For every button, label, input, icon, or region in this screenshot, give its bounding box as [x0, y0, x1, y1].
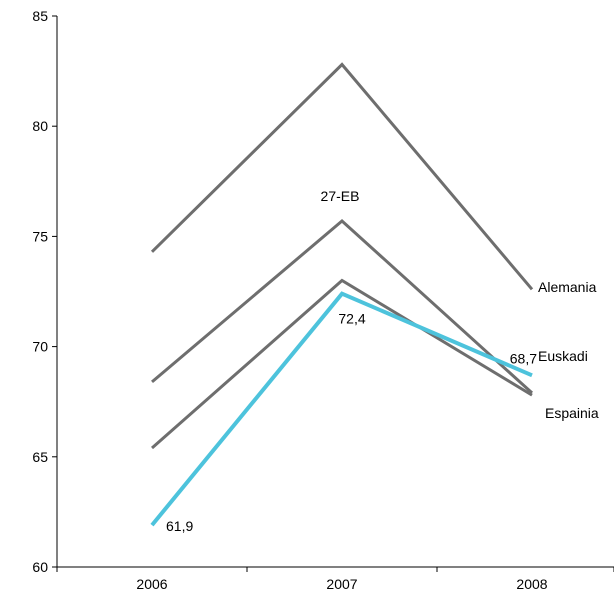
series-line-alemania [150, 62, 534, 291]
axes: 60 65 70 75 80 85 2006 2007 2008 [32, 8, 614, 592]
x-tick-label-2008: 2008 [516, 576, 547, 592]
series-label-espainia: Espainia [545, 405, 599, 421]
series-line-espainia [151, 278, 533, 450]
series-label-euskadi: Euskadi [538, 348, 588, 364]
y-tick-label-75: 75 [32, 228, 48, 244]
x-tick-label-2007: 2007 [326, 576, 357, 592]
series-line-27-eb [151, 219, 534, 395]
labels: Alemania 27-EB Espainia Euskadi 61,9 72,4 68,7 [166, 188, 599, 534]
series-label-alemania: Alemania [538, 279, 597, 295]
series-label-27-eb: 27-EB [321, 188, 360, 204]
y-tick-label-80: 80 [32, 118, 48, 134]
data-label-euskadi-2007: 72,4 [338, 311, 365, 327]
y-tick-label-60: 60 [32, 559, 48, 575]
y-tick-label-65: 65 [32, 449, 48, 465]
data-label-euskadi-2006: 61,9 [166, 518, 193, 534]
series-line-euskadi [150, 291, 533, 527]
series-lines [150, 62, 534, 527]
y-tick-label-85: 85 [32, 8, 48, 24]
y-tick-label-70: 70 [32, 339, 48, 355]
x-tick-label-2006: 2006 [136, 576, 167, 592]
data-label-euskadi-2008: 68,7 [510, 350, 537, 366]
